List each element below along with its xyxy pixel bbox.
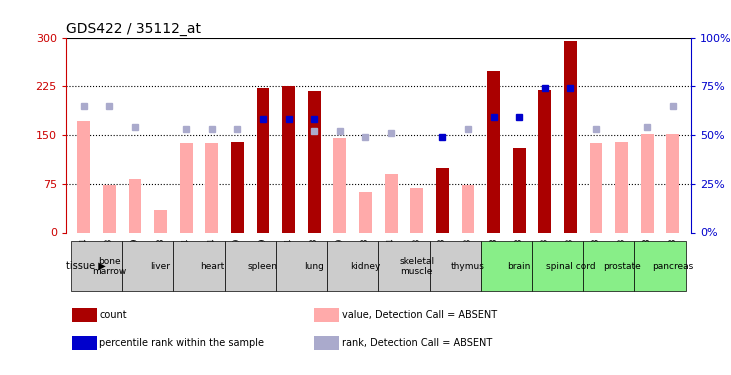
Text: count: count [99,310,127,320]
Bar [487,71,500,232]
Text: percentile rank within the sample: percentile rank within the sample [99,338,265,348]
Bar [532,241,583,291]
Bar [385,174,398,232]
Text: thymus: thymus [451,262,485,271]
Bar [436,168,449,232]
Bar [103,185,115,232]
Bar [77,121,90,232]
Bar [327,241,379,291]
Text: spinal cord: spinal cord [545,262,595,271]
Bar [379,241,430,291]
Text: heart: heart [200,262,224,271]
Bar [129,179,141,232]
Text: pancreas: pancreas [652,262,694,271]
Bar [314,308,339,322]
Text: bone
marrow: bone marrow [92,256,126,276]
Bar [583,241,635,291]
Bar [276,241,327,291]
Bar [333,138,346,232]
Bar [590,144,602,232]
Text: brain: brain [507,262,531,271]
Bar [481,241,532,291]
Text: liver: liver [151,262,170,271]
Text: GDS422 / 35112_at: GDS422 / 35112_at [66,22,201,36]
Bar [257,88,270,232]
Text: spleen: spleen [248,262,278,271]
Bar [205,144,218,232]
Bar [72,308,96,322]
Bar [539,90,551,232]
Bar [122,241,173,291]
Bar [667,134,679,232]
Bar [282,86,295,232]
Bar [314,336,339,350]
Bar [430,241,481,291]
Bar [231,141,244,232]
Bar [224,241,276,291]
Text: kidney: kidney [350,262,381,271]
Text: value, Detection Call = ABSENT: value, Detection Call = ABSENT [341,310,497,320]
Text: skeletal
muscle: skeletal muscle [399,256,434,276]
Bar [154,210,167,232]
Bar [71,241,122,291]
Text: rank, Detection Call = ABSENT: rank, Detection Call = ABSENT [341,338,492,348]
Bar [616,141,628,232]
Bar [359,192,372,232]
Text: prostate: prostate [603,262,640,271]
Bar [180,144,192,232]
Bar [410,188,423,232]
Text: lung: lung [304,262,324,271]
Bar [308,91,321,232]
Bar [564,41,577,232]
Bar [72,336,96,350]
Bar [641,134,654,232]
Bar [512,148,526,232]
Bar [461,185,474,232]
Bar [635,241,686,291]
Text: tissue ▶: tissue ▶ [67,261,106,271]
Bar [173,241,224,291]
